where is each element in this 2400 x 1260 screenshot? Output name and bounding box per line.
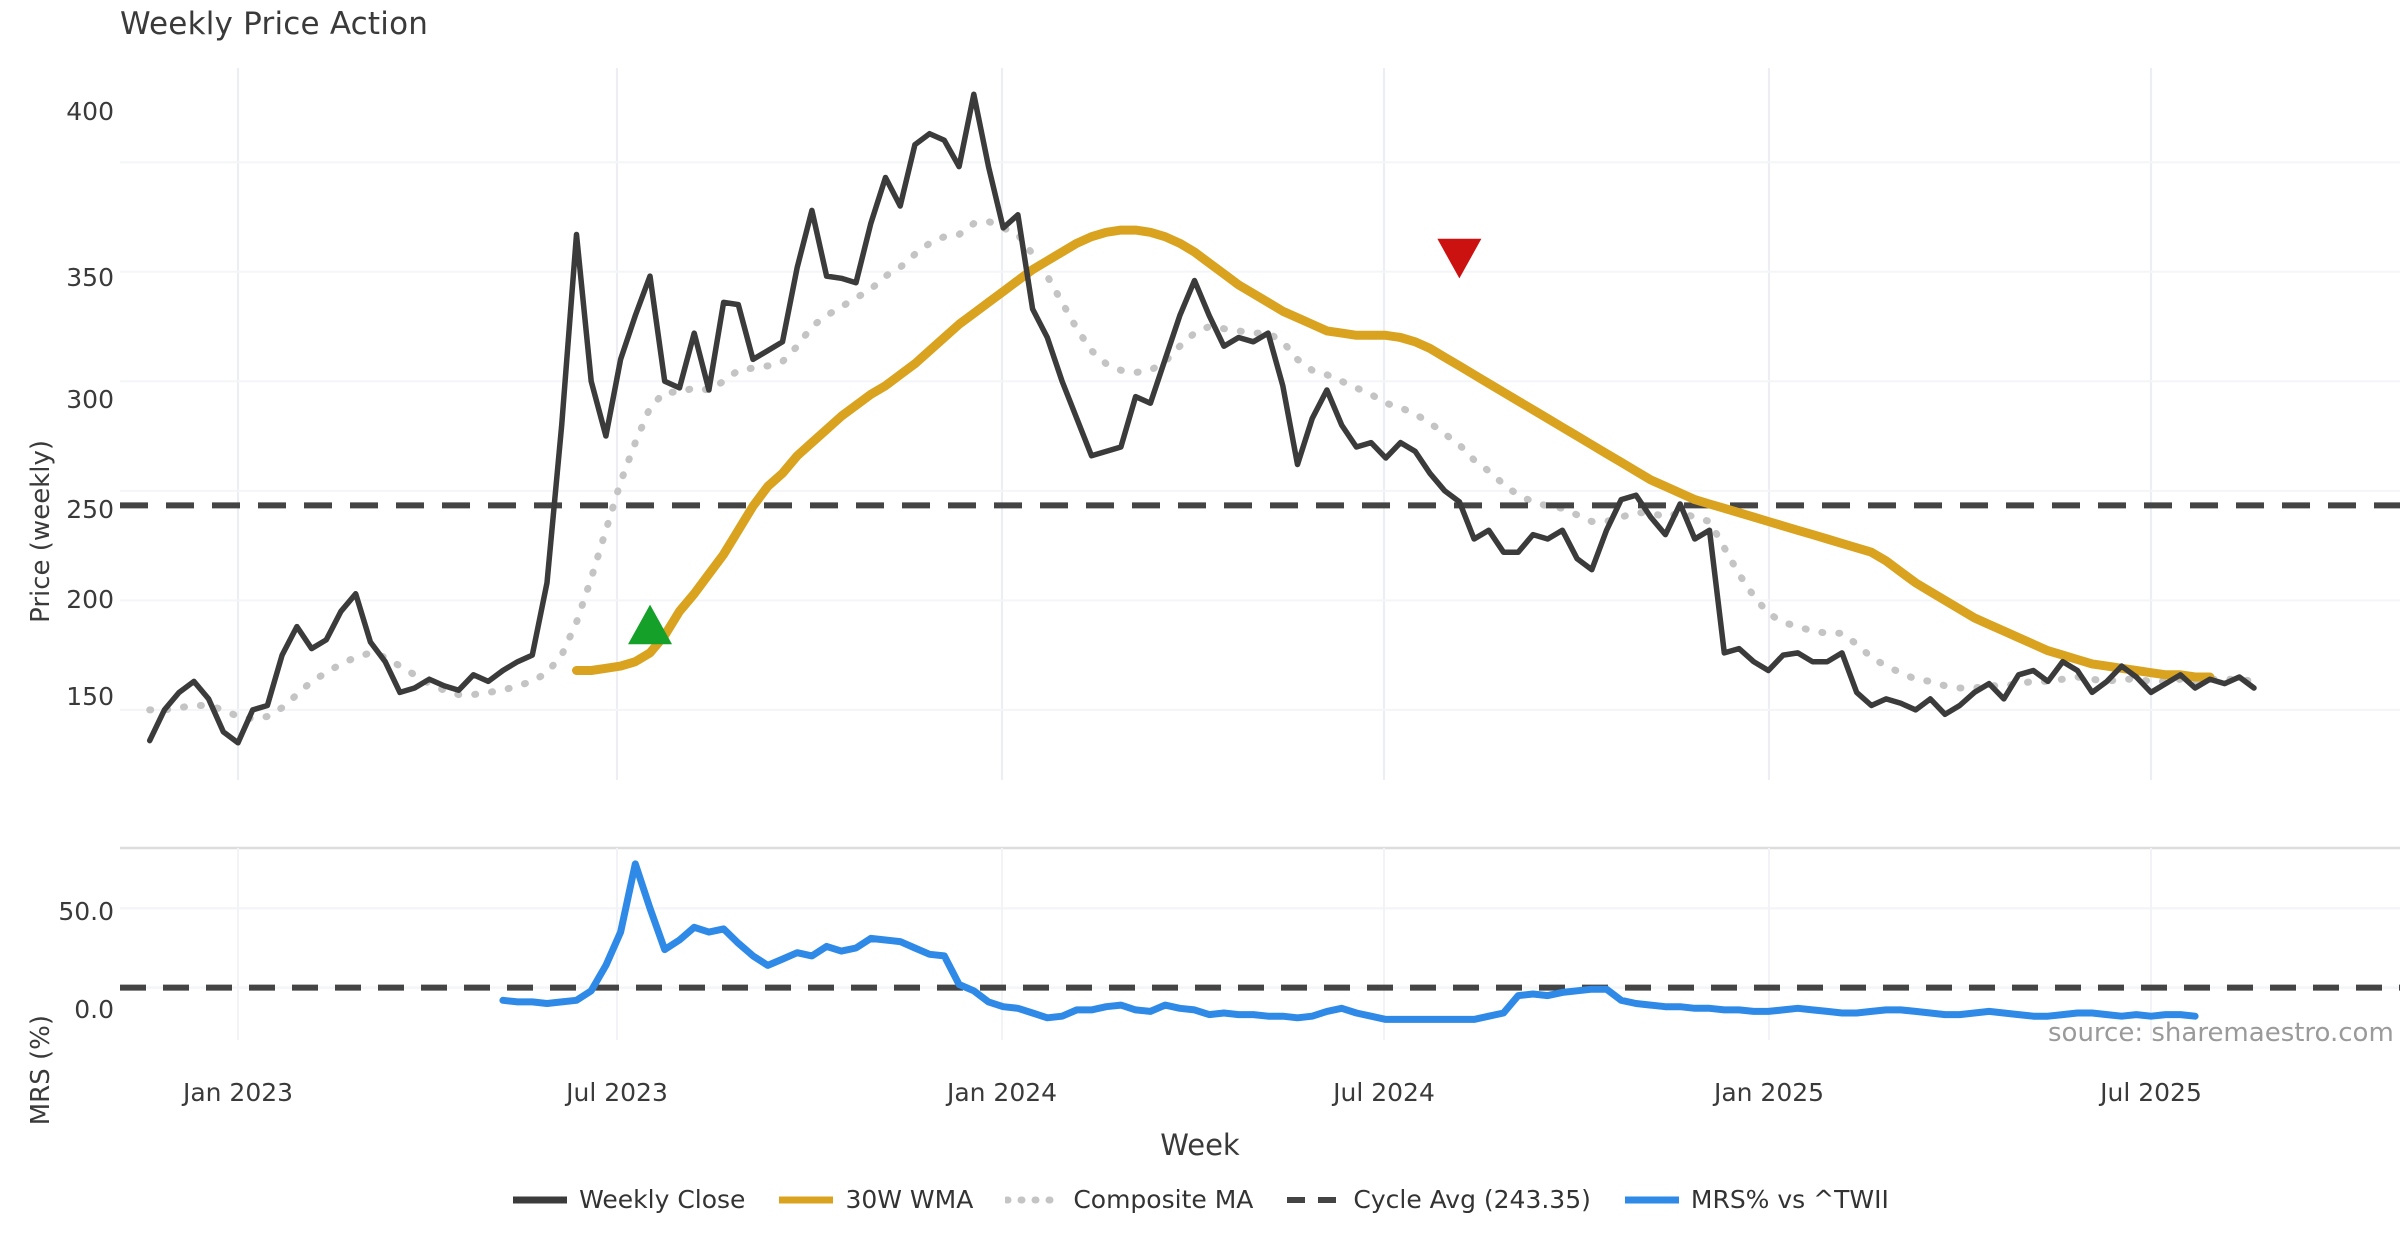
mrs-y-axis-label: MRS (%) xyxy=(26,1015,56,1126)
chart-legend: Weekly Close 30W WMA Composite MA Cycle Avg… xyxy=(0,1185,2400,1214)
mrs-line xyxy=(499,860,2199,1023)
x-tick-jul-2024: Jul 2024 xyxy=(1333,1078,1435,1107)
x-tick-jan-2024: Jan 2024 xyxy=(946,1078,1058,1107)
legend-label: MRS% vs ^TWII xyxy=(1690,1185,1889,1214)
x-axis-label: Week xyxy=(1160,1128,1240,1162)
legend-swatch-icon xyxy=(1287,1196,1342,1203)
legend-swatch-icon xyxy=(1005,1196,1062,1203)
sell-signal-marker xyxy=(1437,238,1482,279)
mrs-tick-0: 0.0 xyxy=(74,995,114,1024)
x-tick-jul-2025: Jul 2025 xyxy=(2100,1078,2202,1107)
x-tick-jul-2023: Jul 2023 xyxy=(566,1078,668,1107)
legend-label: Cycle Avg (243.35) xyxy=(1353,1185,1591,1214)
legend-label: Weekly Close xyxy=(579,1185,746,1214)
price-tick-250: 250 xyxy=(66,495,114,524)
source-watermark: source: sharemaestro.com xyxy=(2048,1018,2394,1048)
buy-signal-marker xyxy=(628,604,673,645)
price-tick-300: 300 xyxy=(66,385,114,414)
legend-swatch-icon xyxy=(779,1196,834,1203)
legend-item-30w-wma[interactable]: 30W WMA xyxy=(777,1185,973,1214)
price-tick-400: 400 xyxy=(66,97,114,126)
mrs-tick-50: 50.0 xyxy=(58,897,114,926)
legend-item-weekly-close[interactable]: Weekly Close xyxy=(511,1185,745,1214)
x-tick-jan-2023: Jan 2023 xyxy=(182,1078,294,1107)
price-y-axis-label: Price (weekly) xyxy=(26,440,56,623)
legend-swatch-icon xyxy=(1624,1196,1679,1203)
price-tick-200: 200 xyxy=(66,585,114,614)
legend-swatch-icon xyxy=(513,1196,568,1203)
legend-item-composite-ma[interactable]: Composite MA xyxy=(1005,1185,1253,1214)
legend-item-cycle-avg-243-35[interactable]: Cycle Avg (243.35) xyxy=(1285,1185,1591,1214)
price-series-group xyxy=(120,91,2400,746)
signal-markers-group xyxy=(628,238,1482,645)
mrs-series-group xyxy=(120,860,2400,1023)
grid-lines xyxy=(120,68,2400,1040)
wma-line xyxy=(572,225,2215,682)
legend-item-mrs-vs-twii[interactable]: MRS% vs ^TWII xyxy=(1623,1185,1889,1214)
price-tick-150: 150 xyxy=(66,682,114,711)
x-tick-jan-2025: Jan 2025 xyxy=(1713,1078,1825,1107)
legend-label: Composite MA xyxy=(1073,1185,1254,1214)
price-tick-350: 350 xyxy=(66,263,114,292)
weekly-close-line xyxy=(146,91,2257,746)
chart-title: Weekly Price Action xyxy=(120,6,429,42)
legend-label: 30W WMA xyxy=(845,1185,974,1214)
